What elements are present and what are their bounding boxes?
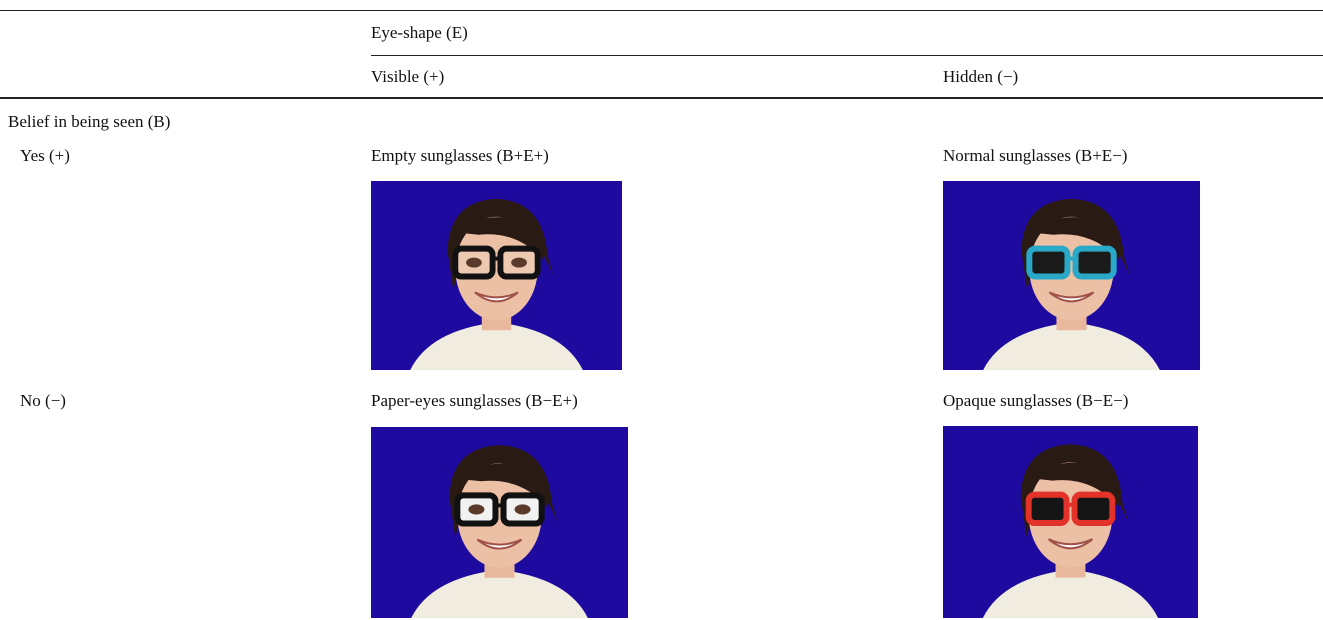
group-rule xyxy=(371,55,1323,56)
row-label: Yes (+) xyxy=(20,146,70,166)
stimulus-photo xyxy=(943,426,1198,618)
cell-caption: Normal sunglasses (B+E−) xyxy=(943,146,1127,166)
stimulus-photo xyxy=(943,181,1200,370)
column-header: Hidden (−) xyxy=(943,67,1018,87)
header-rule xyxy=(0,97,1323,99)
top-rule xyxy=(0,10,1323,11)
cell-caption: Paper-eyes sunglasses (B−E+) xyxy=(371,391,578,411)
cell-caption: Opaque sunglasses (B−E−) xyxy=(943,391,1128,411)
table-page: Eye-shape (E) Visible (+) Hidden (−) Bel… xyxy=(0,0,1323,620)
column-group-header: Eye-shape (E) xyxy=(371,23,468,43)
stimulus-photo xyxy=(371,427,628,618)
row-label: No (−) xyxy=(20,391,66,411)
row-group-label: Belief in being seen (B) xyxy=(8,112,170,132)
cell-caption: Empty sunglasses (B+E+) xyxy=(371,146,549,166)
column-header: Visible (+) xyxy=(371,67,444,87)
stimulus-photo xyxy=(371,181,622,370)
